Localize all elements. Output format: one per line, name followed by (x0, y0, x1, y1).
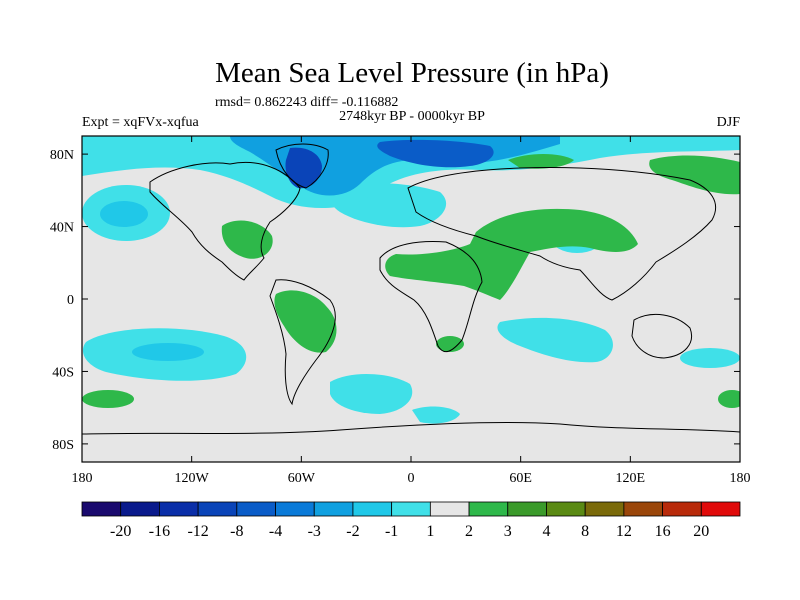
colorbar-label: -12 (187, 523, 208, 540)
x-tick-label: 120E (616, 471, 646, 486)
colorbar-swatch (700, 501, 741, 517)
colorbar-swatch (120, 501, 160, 517)
period-label: 2748kyr BP - 0000kyr BP (339, 109, 485, 124)
anomaly-southern-ocean-west (82, 390, 134, 408)
colorbar-swatch (623, 501, 663, 517)
colorbar-swatch (197, 501, 238, 517)
anomaly-north-pacific-core (100, 201, 148, 227)
colorbar-swatch (507, 501, 547, 517)
colorbar-swatch (159, 501, 199, 517)
colorbar-label: 1 (426, 523, 434, 540)
anomaly-greenland-core (285, 147, 322, 189)
map-panel: 180 120W 60W 0 60E 120E 180 80N 40N 0 40S 80S (50, 135, 751, 486)
coast-north-america (149, 161, 301, 281)
x-tick-label: 180 (72, 471, 93, 486)
coast-south-america (269, 279, 336, 406)
colorbar-label: -3 (308, 523, 321, 540)
coast-greenland (275, 143, 329, 189)
colorbar-swatch (275, 501, 315, 517)
y-tick-label: 40S (52, 365, 74, 380)
anomaly-arctic-positive (508, 154, 574, 169)
colorbar-label: 3 (504, 523, 512, 540)
stats-text: rmsd= 0.862243 diff= -0.116882 (215, 95, 398, 110)
experiment-label: Expt = xqFVx-xqfua (82, 115, 200, 130)
colorbar-label: 12 (616, 523, 632, 540)
y-tick-label: 40N (50, 221, 74, 236)
anomaly-south-america (274, 290, 337, 353)
coast-australia (631, 314, 692, 359)
colorbar-label: 16 (655, 523, 671, 540)
colorbar-label: -4 (269, 523, 282, 540)
colorbar-label: 4 (542, 523, 550, 540)
anomaly-south-pacific-core (132, 343, 204, 361)
anomaly-arctic-band (82, 136, 740, 208)
colorbar-swatch (81, 501, 122, 517)
colorbar-swatch (468, 501, 509, 517)
coast-africa (379, 241, 483, 353)
y-tick-label: 0 (67, 293, 74, 308)
x-tick-label: 180 (730, 471, 751, 486)
colorbar-swatch (584, 501, 625, 517)
season-label: DJF (717, 115, 741, 130)
y-tick-label: 80N (50, 148, 74, 163)
colorbar: -20 -16 -12 -8 -4 -3 -2 -1 1 2 3 4 8 12 16 20 (81, 501, 741, 540)
x-tick-label: 60W (288, 471, 316, 486)
anomaly-sahara-arabia (385, 208, 638, 300)
colorbar-label: 8 (581, 523, 589, 540)
colorbar-label: -2 (346, 523, 359, 540)
anomaly-south-africa (436, 336, 464, 352)
colorbar-swatch (236, 501, 276, 517)
anomaly-tasman (680, 348, 740, 368)
axis-ticks: 180 120W 60W 0 60E 120E 180 80N 40N 0 40S 80S (50, 136, 751, 486)
colorbar-label: -20 (110, 523, 131, 540)
coast-eurasia (407, 167, 717, 301)
chart-title: Mean Sea Level Pressure (in hPa) (215, 57, 609, 89)
anomaly-southern-ocean-east (718, 390, 740, 408)
colorbar-swatch (429, 501, 470, 517)
colorbar-label: 2 (465, 523, 473, 540)
anomaly-arctic-core (377, 139, 494, 168)
anomaly-siberia (649, 155, 740, 195)
colorbar-label: -1 (385, 523, 398, 540)
anomaly-weddell (412, 406, 460, 424)
colorbar-swatch (352, 501, 393, 517)
x-tick-label: 120W (175, 471, 210, 486)
colorbar-label: -16 (149, 523, 170, 540)
anomaly-north-america (221, 220, 273, 259)
x-tick-label: 0 (408, 471, 415, 486)
colorbar-label: -8 (230, 523, 243, 540)
anomaly-fields (82, 136, 740, 424)
colorbar-swatch (391, 501, 431, 517)
anomaly-indian-ocean (497, 317, 613, 363)
colorbar-swatch (313, 501, 354, 517)
anomaly-south-atlantic (330, 373, 413, 414)
coastlines (82, 143, 740, 435)
map-background (82, 136, 740, 462)
coast-antarctica (82, 421, 740, 435)
y-tick-label: 80S (52, 438, 74, 453)
colorbar-swatch (662, 501, 702, 517)
colorbar-swatch (546, 501, 586, 517)
x-tick-label: 60E (509, 471, 532, 486)
colorbar-label: 20 (693, 523, 709, 540)
